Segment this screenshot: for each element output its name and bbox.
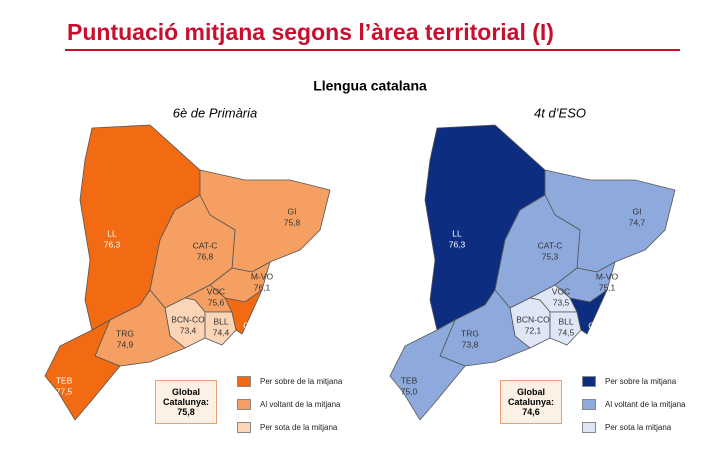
legend-label: Per sobre la mitjana [605,377,677,386]
region-value: 73,4 [180,325,197,335]
region-code: LL [452,228,462,238]
region-code: BLL [213,316,228,326]
region [569,288,608,335]
region-value: 75,8 [284,217,301,227]
region [389,319,466,421]
region-value: 74,4 [213,327,230,337]
legend-swatch [582,399,596,410]
legend-label: Al voltant de la mitjana [605,400,686,409]
legend-swatch [237,376,251,387]
region-code: CAT-C [538,240,563,250]
region-value: 75,3 [542,251,559,261]
region-code: VOC [552,286,570,296]
legend-label: Per sota de la mitjana [260,423,338,432]
region-value: 72,1 [525,325,542,335]
region-code: TRG [116,328,134,338]
region-code: CEB [588,320,606,330]
region-value: 75,0 [401,386,418,396]
region-code: GI [288,206,297,216]
map-subtitle: 4t d’ESO [534,105,586,120]
legend-label: Al voltant de la mitjana [260,400,341,409]
region-code: CEB [243,320,261,330]
global-value: 74,6 [522,407,540,417]
region-value: 75,1 [599,282,616,292]
region-value: 73,5 [553,297,570,307]
region-code: TEB [56,375,73,385]
region-code: BLL [558,316,573,326]
map-subtitle: 6è de Primària [173,105,258,120]
legend-swatch [237,422,251,433]
region-value: 76,1 [254,282,271,292]
global-box: Global Catalunya: 75,8 [155,380,217,424]
region-code: BCN-CO [516,314,550,324]
legend-swatch [582,422,596,433]
region [204,311,237,346]
slide-title: Puntuació mitjana segons l’àrea territor… [67,19,554,45]
region-value: 77,5 [56,386,73,396]
region-value: 76,8 [197,251,214,261]
region-code: TEB [401,375,418,385]
region-value: 74,7 [629,217,646,227]
global-box: Global Catalunya: 74,6 [500,380,562,424]
region-code: TRG [461,328,479,338]
region-value: 76,3 [449,239,466,249]
region-value: 73,8 [462,339,479,349]
global-label: Global Catalunya: [162,387,209,407]
region-code: M-VO [251,271,274,281]
legend-label: Per sota la mitjana [605,423,672,432]
region-value: 75,9 [589,331,606,341]
global-value: 75,8 [177,407,195,417]
region-code: BCN-CO [171,314,205,324]
region-value: 74,5 [558,327,575,337]
region-code: VOC [207,286,225,296]
region-code: CAT-C [193,240,218,250]
region [44,319,121,421]
region [224,288,263,335]
global-label: Global Catalunya: [507,387,554,407]
region-value: 74,9 [117,339,134,349]
region [549,311,582,346]
legend-swatch [582,376,596,387]
region-value: 77,6 [244,331,261,341]
region-code: M-VO [596,271,619,281]
subtitle: Llengua catalana [313,78,427,94]
region-value: 76,3 [104,239,121,249]
legend-swatch [237,399,251,410]
legend-label: Per sobre de la mitjana [260,377,343,386]
region-code: GI [633,206,642,216]
region-value: 75,6 [208,297,225,307]
region-code: LL [107,228,117,238]
